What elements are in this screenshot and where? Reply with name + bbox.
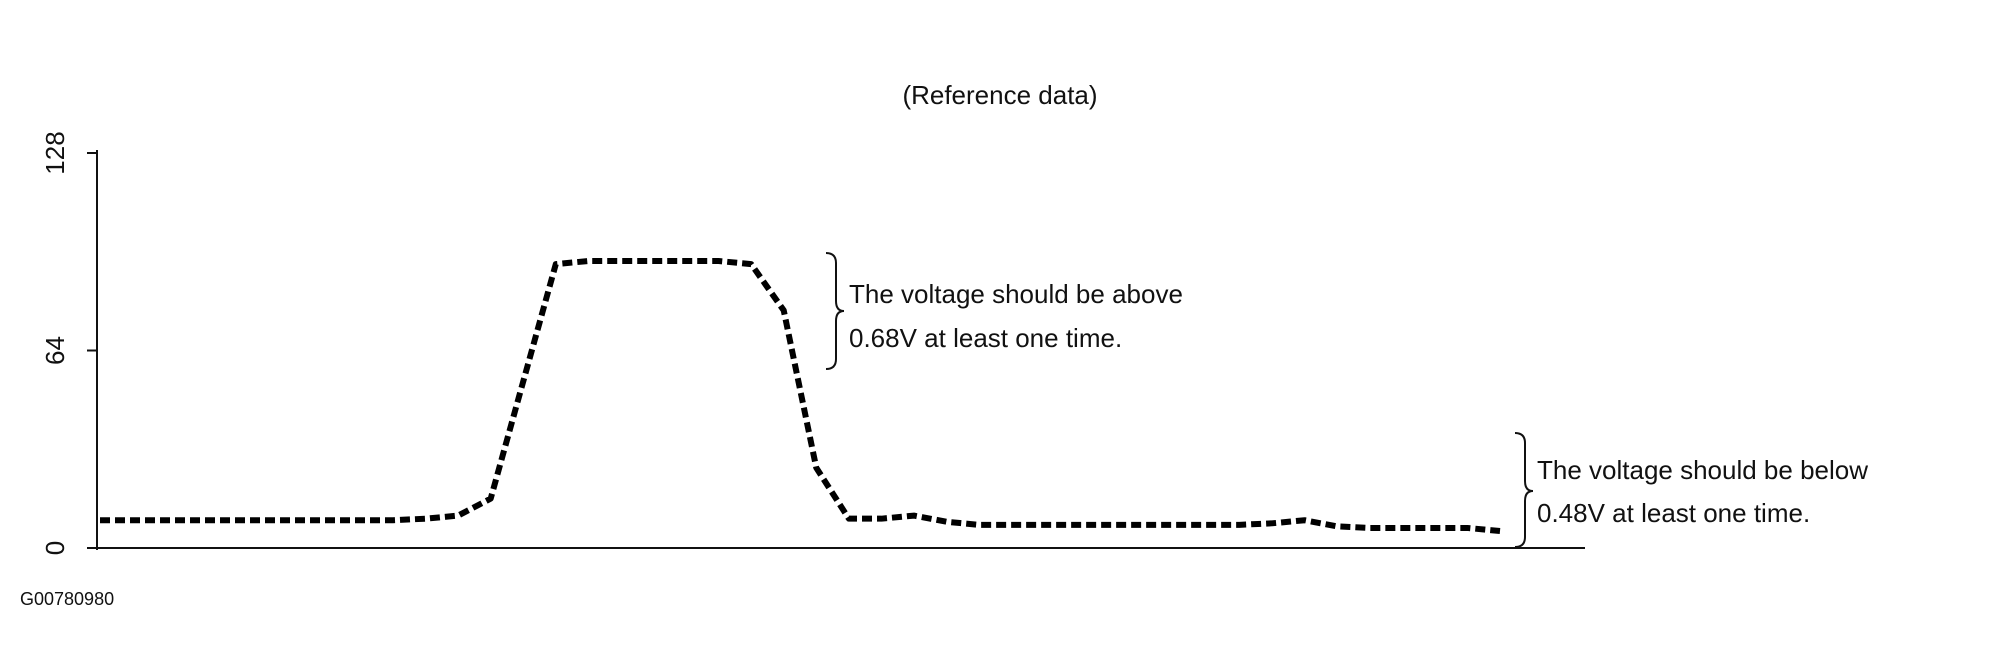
brace — [825, 252, 845, 370]
annotation: 0.48V at least one time. — [1537, 498, 1810, 528]
annotation: The voltage should be below — [1537, 455, 1868, 485]
chart-title: (Reference data) — [902, 80, 1097, 110]
annotation: 0.68V at least one time. — [849, 323, 1122, 353]
footnote: G00780980 — [20, 589, 114, 609]
y-tick-label: 128 — [40, 131, 70, 174]
y-tick-label: 64 — [40, 336, 70, 365]
y-tick-label: 0 — [40, 541, 70, 555]
annotation: The voltage should be above — [849, 279, 1183, 309]
data-line — [100, 258, 1501, 535]
brace — [1514, 432, 1534, 548]
